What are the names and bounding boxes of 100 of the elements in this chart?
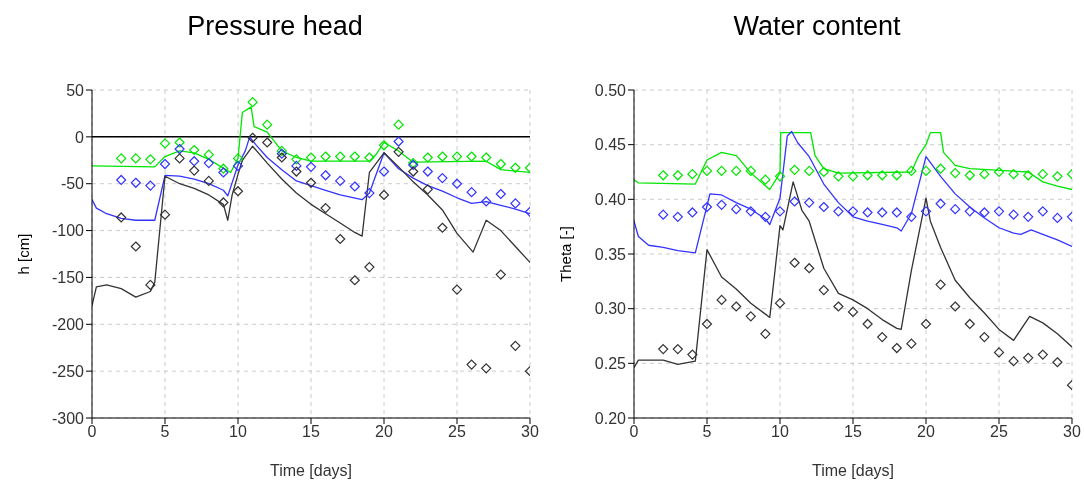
point — [335, 151, 346, 162]
point — [437, 151, 448, 162]
point — [658, 170, 669, 181]
y-tick-label: -50 — [60, 175, 85, 193]
point — [466, 151, 477, 162]
point — [320, 151, 331, 162]
point — [320, 170, 331, 181]
chart-title: Pressure head — [186, 10, 364, 43]
point — [891, 207, 902, 218]
point — [935, 198, 946, 209]
point — [422, 166, 433, 177]
x-tick-label: 0 — [629, 423, 639, 441]
point — [745, 311, 756, 322]
point — [305, 177, 317, 188]
y-tick-label: 0.20 — [594, 409, 627, 427]
point — [495, 158, 506, 170]
point — [833, 171, 844, 182]
point — [964, 206, 975, 217]
point — [276, 152, 287, 163]
point — [847, 306, 859, 318]
point — [1023, 352, 1034, 363]
x-axis-title: Time [days] — [269, 462, 353, 479]
x-tick-label: 15 — [302, 423, 320, 441]
point — [804, 197, 815, 208]
point — [716, 165, 727, 177]
point — [774, 206, 786, 217]
point — [145, 279, 156, 291]
x-tick-label: 30 — [1063, 423, 1081, 441]
point — [804, 165, 815, 177]
point — [760, 328, 771, 339]
point — [481, 196, 492, 207]
point — [393, 136, 404, 147]
point — [789, 196, 800, 207]
point — [262, 119, 273, 130]
point — [262, 137, 273, 148]
y-tick-label: -150 — [51, 269, 85, 287]
point — [950, 167, 961, 179]
point — [877, 207, 888, 218]
point — [731, 165, 742, 177]
y-tick-label: -300 — [51, 409, 85, 427]
point — [979, 207, 990, 218]
point — [364, 187, 375, 199]
x-tick-label: 5 — [160, 423, 170, 441]
point — [145, 180, 156, 191]
x-tick-label: 30 — [521, 423, 539, 441]
point — [116, 153, 127, 164]
point — [203, 158, 214, 169]
point — [451, 284, 463, 295]
point — [393, 119, 404, 130]
point — [774, 171, 786, 182]
point — [349, 151, 360, 162]
point — [877, 331, 888, 343]
x-tick-label: 20 — [917, 423, 935, 441]
point — [1052, 171, 1063, 182]
point — [378, 166, 390, 177]
point — [716, 199, 727, 210]
point — [291, 160, 302, 172]
x-tick-label: 20 — [375, 423, 393, 441]
y-tick-label: 0.30 — [594, 300, 627, 318]
y-tick-label: 0.50 — [594, 81, 627, 99]
y-tick-label: 50 — [66, 81, 85, 99]
point — [189, 165, 200, 176]
y-axis-title: Theta [-] — [557, 226, 575, 282]
point — [818, 201, 829, 213]
point — [1008, 209, 1019, 220]
point — [291, 154, 302, 165]
point — [218, 163, 229, 174]
point — [291, 166, 302, 177]
point — [950, 204, 961, 215]
point — [378, 140, 390, 151]
point — [862, 170, 873, 181]
point — [159, 138, 171, 149]
line-series — [634, 181, 1072, 369]
point — [393, 146, 404, 157]
point — [378, 189, 390, 201]
point — [116, 212, 127, 223]
point — [964, 170, 975, 181]
point — [789, 257, 800, 268]
point — [510, 162, 521, 173]
point — [247, 132, 258, 143]
y-tick-label: 0.35 — [594, 245, 627, 263]
point — [672, 211, 683, 222]
point — [1037, 206, 1048, 217]
y-tick-label: 0.45 — [594, 136, 627, 154]
point — [906, 338, 917, 349]
point — [495, 188, 506, 200]
y-tick-label: -250 — [51, 362, 85, 380]
point — [159, 158, 171, 170]
x-tick-label: 10 — [771, 423, 789, 441]
y-tick-label: 0.25 — [594, 355, 627, 373]
x-tick-label: 5 — [702, 423, 712, 441]
x-tick-label: 10 — [229, 423, 247, 441]
point — [979, 169, 990, 180]
point — [833, 206, 844, 217]
point — [218, 197, 229, 208]
point — [510, 340, 521, 351]
point — [935, 279, 946, 290]
y-tick-label: -200 — [51, 315, 85, 333]
point — [687, 207, 698, 218]
point — [993, 206, 1005, 217]
